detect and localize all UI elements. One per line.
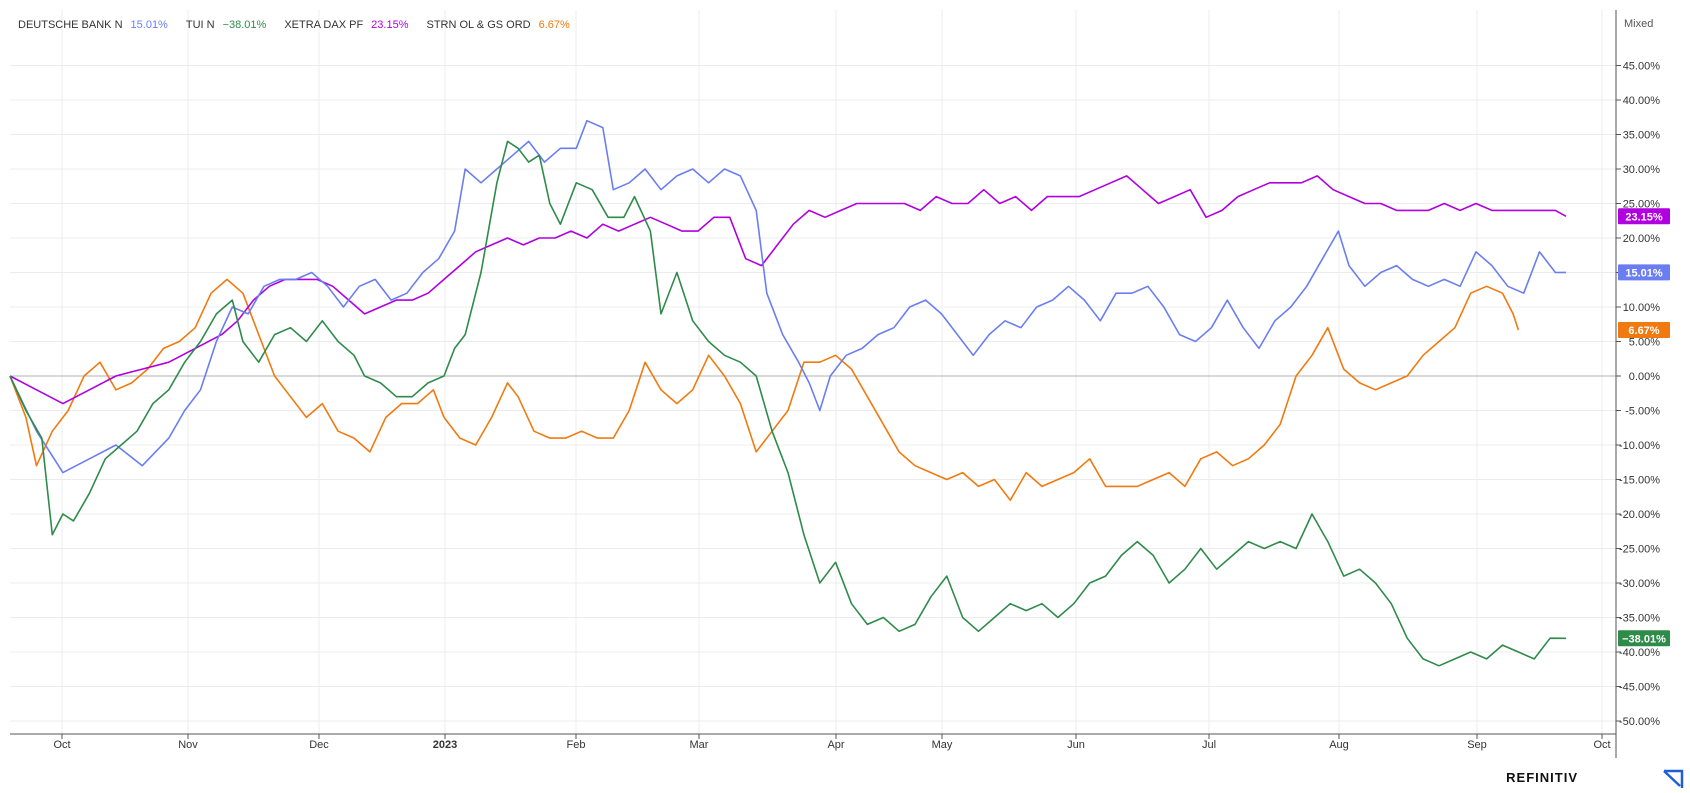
y-tick-label: 35.00% (1623, 130, 1661, 142)
x-tick-label: Nov (178, 739, 198, 751)
y-tick-label: -15.00% (1619, 475, 1660, 487)
last-value-text: 15.01% (1625, 267, 1663, 279)
series-line-strn-ol-gs-ord[interactable] (9, 278, 1520, 501)
x-tick-label: Aug (1329, 739, 1349, 751)
legend-series-name[interactable]: TUI N (186, 19, 215, 31)
refinitiv-watermark: REFINITIV (1506, 770, 1578, 785)
series-line-xetra-dax-pf[interactable] (9, 175, 1567, 405)
refinitiv-logo-icon (1663, 769, 1684, 788)
y-tick-label: 0.00% (1629, 371, 1660, 383)
y-tick-label: -40.00% (1619, 647, 1660, 659)
series-line-deutsche-bank-n[interactable] (9, 119, 1567, 474)
x-tick-label: Sep (1467, 739, 1487, 751)
x-tick-label: Jul (1202, 739, 1216, 751)
legend-series-name[interactable]: DEUTSCHE BANK N (18, 19, 123, 31)
x-tick-label: Oct (53, 739, 70, 751)
y-tick-label: 40.00% (1623, 95, 1661, 107)
legend-series-name[interactable]: STRN OL & GS ORD (426, 19, 530, 31)
x-tick-label: Mar (690, 739, 709, 751)
y-tick-label: -45.00% (1619, 682, 1660, 694)
last-value-labels: 15.01% −38.01% 23.15% 6.67% (1618, 208, 1670, 647)
x-axis-ticks: Oct Nov Dec 2023 Feb Mar Apr May Jun Jul Aug Sep Oct (53, 734, 1611, 751)
legend: DEUTSCHE BANK N 15.01% TUI N −38.01% XETRA D… (18, 19, 570, 31)
x-tick-label: Jun (1067, 739, 1085, 751)
y-tick-label: 30.00% (1623, 164, 1661, 176)
scale-mode-label[interactable]: Mixed (1624, 18, 1653, 30)
last-value-text: 6.67% (1628, 325, 1659, 337)
legend-series-value: 23.15% (371, 19, 409, 31)
y-tick-label: 20.00% (1623, 233, 1661, 245)
y-tick-label: -10.00% (1619, 440, 1660, 452)
y-tick-label: -5.00% (1625, 406, 1660, 418)
y-tick-label: -50.00% (1619, 716, 1660, 728)
grid-lines (10, 10, 1616, 734)
y-tick-label: 5.00% (1629, 337, 1660, 349)
legend-series-name[interactable]: XETRA DAX PF (284, 19, 363, 31)
last-value-badge: 6.67% (1618, 321, 1670, 338)
legend-series-value: −38.01% (223, 19, 267, 31)
y-tick-label: -20.00% (1619, 509, 1660, 521)
x-tick-label: Apr (827, 739, 844, 751)
x-tick-label: Feb (567, 739, 586, 751)
x-tick-label: 2023 (433, 739, 457, 751)
y-tick-label: 25.00% (1623, 199, 1661, 211)
legend-series-value: 15.01% (131, 19, 169, 31)
last-value-badge: 23.15% (1618, 208, 1670, 225)
x-tick-label: May (932, 739, 953, 751)
y-tick-label: -25.00% (1619, 544, 1660, 556)
last-value-text: 23.15% (1625, 211, 1663, 223)
legend-series-value: 6.67% (539, 19, 570, 31)
series-line-tui-n[interactable] (9, 140, 1567, 667)
last-value-text: −38.01% (1622, 633, 1666, 645)
last-value-badge: 15.01% (1618, 264, 1670, 281)
y-axis-ticks: 45.00% 40.00% 35.00% 30.00% 25.00% 20.00% 15.0… (1616, 61, 1661, 728)
y-tick-label: 45.00% (1623, 61, 1661, 73)
last-value-badge: −38.01% (1618, 630, 1670, 647)
x-tick-label: Oct (1593, 739, 1610, 751)
x-tick-label: Dec (309, 739, 329, 751)
series-lines (9, 119, 1567, 667)
y-tick-label: -30.00% (1619, 578, 1660, 590)
y-tick-label: 10.00% (1623, 302, 1661, 314)
y-tick-label: -35.00% (1619, 613, 1660, 625)
